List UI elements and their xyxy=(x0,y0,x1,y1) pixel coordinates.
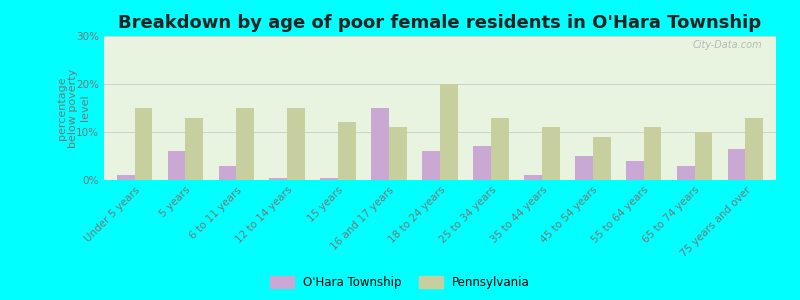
Bar xyxy=(186,118,203,180)
Bar xyxy=(746,118,763,180)
Bar xyxy=(287,108,305,180)
Bar xyxy=(593,137,610,180)
Bar xyxy=(389,127,407,180)
Text: City-Data.com: City-Data.com xyxy=(693,40,762,50)
Bar xyxy=(542,127,560,180)
Bar xyxy=(473,146,491,180)
Bar xyxy=(320,178,338,180)
Bar xyxy=(491,118,509,180)
Bar xyxy=(134,108,152,180)
Bar xyxy=(524,175,542,180)
Legend: O'Hara Township, Pennsylvania: O'Hara Township, Pennsylvania xyxy=(266,272,534,294)
Bar xyxy=(236,108,254,180)
Bar xyxy=(644,127,662,180)
Bar xyxy=(626,161,644,180)
Title: Breakdown by age of poor female residents in O'Hara Township: Breakdown by age of poor female resident… xyxy=(118,14,762,32)
Bar xyxy=(371,108,389,180)
Bar xyxy=(728,149,746,180)
Bar xyxy=(270,178,287,180)
Bar xyxy=(575,156,593,180)
Bar xyxy=(218,166,236,180)
Bar xyxy=(677,166,694,180)
Y-axis label: percentage
below poverty
level: percentage below poverty level xyxy=(57,68,90,148)
Bar xyxy=(338,122,356,180)
Bar xyxy=(694,132,712,180)
Bar xyxy=(440,84,458,180)
Bar xyxy=(117,175,134,180)
Bar xyxy=(168,151,186,180)
Bar xyxy=(422,151,440,180)
